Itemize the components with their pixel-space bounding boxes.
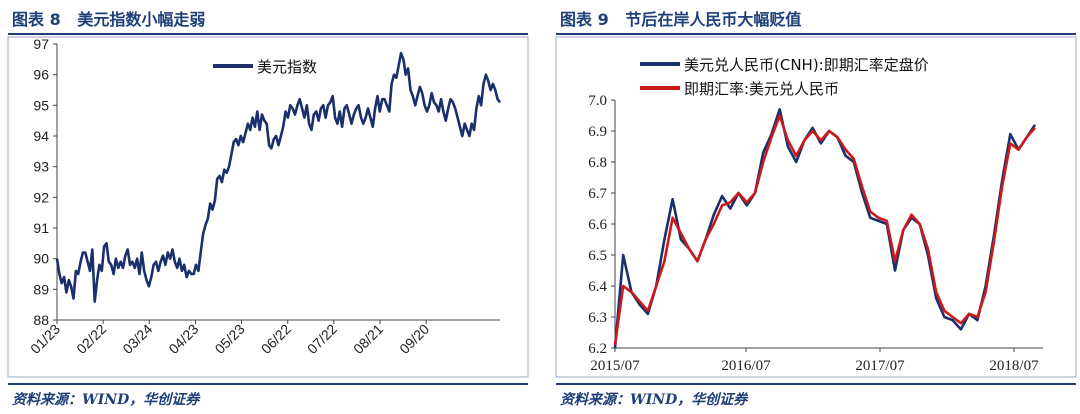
title-rule (8, 33, 528, 35)
title-rule (556, 33, 1076, 35)
y-tick-label: 90 (33, 251, 49, 267)
x-tick-label: 07/22 (304, 321, 340, 357)
x-tick-label: 05/23 (212, 321, 248, 357)
source-note: 资料来源：WIND，华创证券 (560, 392, 748, 408)
y-tick-label: 6.7 (588, 186, 607, 202)
y-tick-label: 88 (33, 312, 49, 328)
y-tick-label: 94 (33, 128, 49, 144)
y-tick-label: 6.3 (588, 310, 607, 326)
source-rule (8, 383, 528, 385)
x-tick-label: 2015/07 (590, 358, 640, 374)
chart-title: 图表 8 美元指数小幅走弱 (12, 10, 206, 29)
x-tick-label: 2017/07 (855, 358, 905, 374)
chart-title: 图表 9 节后在岸人民币大幅贬值 (560, 10, 802, 29)
y-tick-label: 93 (33, 159, 49, 175)
y-tick-label: 91 (33, 220, 49, 236)
x-tick-label: 06/22 (258, 321, 294, 357)
y-tick-label: 6.8 (588, 155, 607, 171)
plot-border (555, 36, 1077, 378)
y-tick-label: 7.0 (588, 93, 607, 109)
y-tick-label: 6.2 (588, 341, 607, 357)
series-line-dollar-index (55, 51, 502, 303)
source-rule (556, 383, 1076, 385)
chart-panel-cny-rate: 图表 9 节后在岸人民币大幅贬值 6.2 6.3 6.4 6.5 6.6 6.7 6.8 6.… (548, 0, 1080, 414)
x-tick-label: 02/22 (73, 321, 109, 357)
x-tick-label: 08/21 (350, 321, 386, 357)
plot-border (7, 36, 529, 378)
y-tick-label: 6.4 (588, 279, 607, 295)
x-tick-label: 03/24 (119, 321, 155, 357)
legend-label: 美元指数 (257, 58, 317, 76)
x-tick-label: 04/23 (165, 321, 201, 357)
x-tick-label: 09/20 (396, 321, 432, 357)
y-tick-label: 96 (33, 67, 49, 83)
x-tick-label: 2016/07 (721, 358, 771, 374)
chart-panel-dollar-index: 图表 8 美元指数小幅走弱 88 89 90 91 92 93 94 95 96 97 01/23 0… (7, 10, 529, 408)
legend-label: 美元兑人民币(CNH):即期汇率定盘价 (684, 56, 929, 74)
y-tick-label: 95 (33, 97, 49, 113)
legend-label: 即期汇率:美元兑人民币 (684, 80, 839, 98)
cny-rate-chart: 6.2 6.3 6.4 6.5 6.6 6.7 6.8 6.9 7.0 2015/07 2016/0… (555, 36, 1077, 378)
series-line-spot-rate (613, 114, 1036, 346)
y-tick-label: 97 (33, 36, 49, 52)
y-tick-label: 6.5 (588, 248, 607, 264)
y-tick-label: 6.9 (588, 124, 607, 140)
y-tick-label: 89 (33, 281, 49, 297)
y-tick-label: 92 (33, 189, 49, 205)
y-tick-label: 6.6 (588, 217, 607, 233)
source-note: 资料来源：WIND，华创证券 (12, 392, 200, 408)
x-tick-label: 2018/07 (989, 358, 1039, 374)
